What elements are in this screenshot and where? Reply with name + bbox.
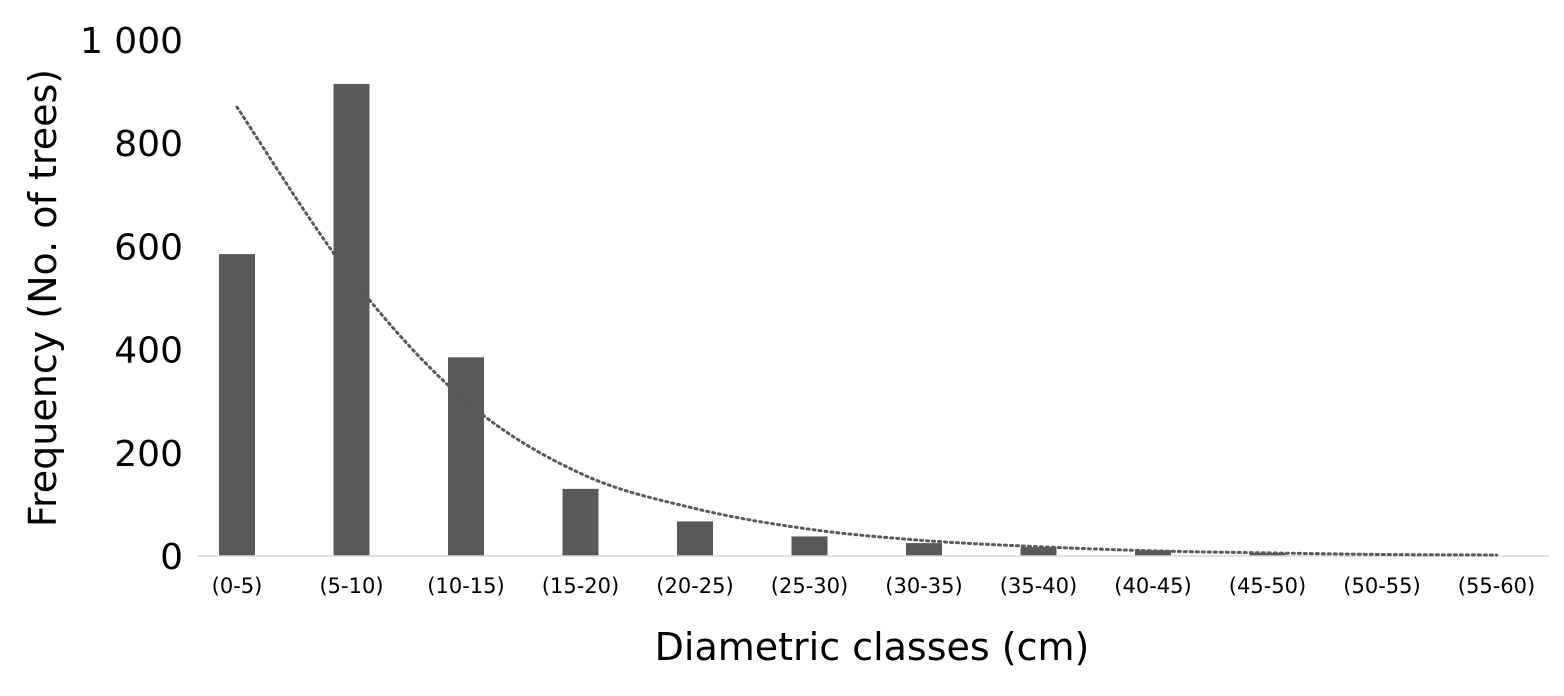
x-tick-label: (50-55) [1343, 574, 1420, 598]
bars-layer [219, 83, 1286, 557]
bar-(45-50) [1249, 552, 1286, 556]
bar-(0-5) [219, 254, 255, 556]
x-tick-label: (20-25) [656, 574, 733, 598]
x-tick-label: (5-10) [319, 574, 383, 598]
bar-(20-25) [677, 521, 713, 556]
x-axis-label: Diametric classes (cm) [655, 625, 1090, 669]
x-tick-label: (55-60) [1458, 574, 1535, 598]
bar-(5-10) [333, 83, 370, 557]
y-tick-label: 800 [114, 124, 183, 165]
x-tick-label: (45-50) [1229, 574, 1306, 598]
bar-(30-35) [906, 543, 942, 556]
bar-(25-30) [791, 536, 828, 556]
y-tick-label: 0 [160, 537, 183, 578]
x-tick-label: (10-15) [427, 574, 504, 598]
y-axis-label: Frequency (No. of trees) [21, 69, 65, 527]
x-tick-label: (25-30) [771, 574, 848, 598]
x-tick-label: (0-5) [212, 574, 263, 598]
x-tick-label: (35-40) [1000, 574, 1077, 598]
bar-(40-45) [1135, 550, 1171, 556]
y-tick-label: 400 [114, 331, 183, 372]
x-tick-label: (15-20) [542, 574, 619, 598]
y-tick-label: 1 000 [80, 21, 183, 62]
trendline [235, 105, 1498, 557]
y-tick-labels: 0 200 400 600 800 1 000 [80, 21, 183, 578]
x-tick-label: (30-35) [885, 574, 962, 598]
x-tick-label: (40-45) [1114, 574, 1191, 598]
bar-(10-15) [448, 357, 484, 556]
bar-(35-40) [1020, 547, 1057, 556]
y-tick-label: 600 [114, 227, 183, 268]
y-tick-label: 200 [114, 434, 183, 475]
x-tick-labels: (0-5) (5-10) (10-15) (15-20) (20-25) (25-30) (… [212, 574, 1536, 598]
bar-(15-20) [562, 488, 599, 556]
